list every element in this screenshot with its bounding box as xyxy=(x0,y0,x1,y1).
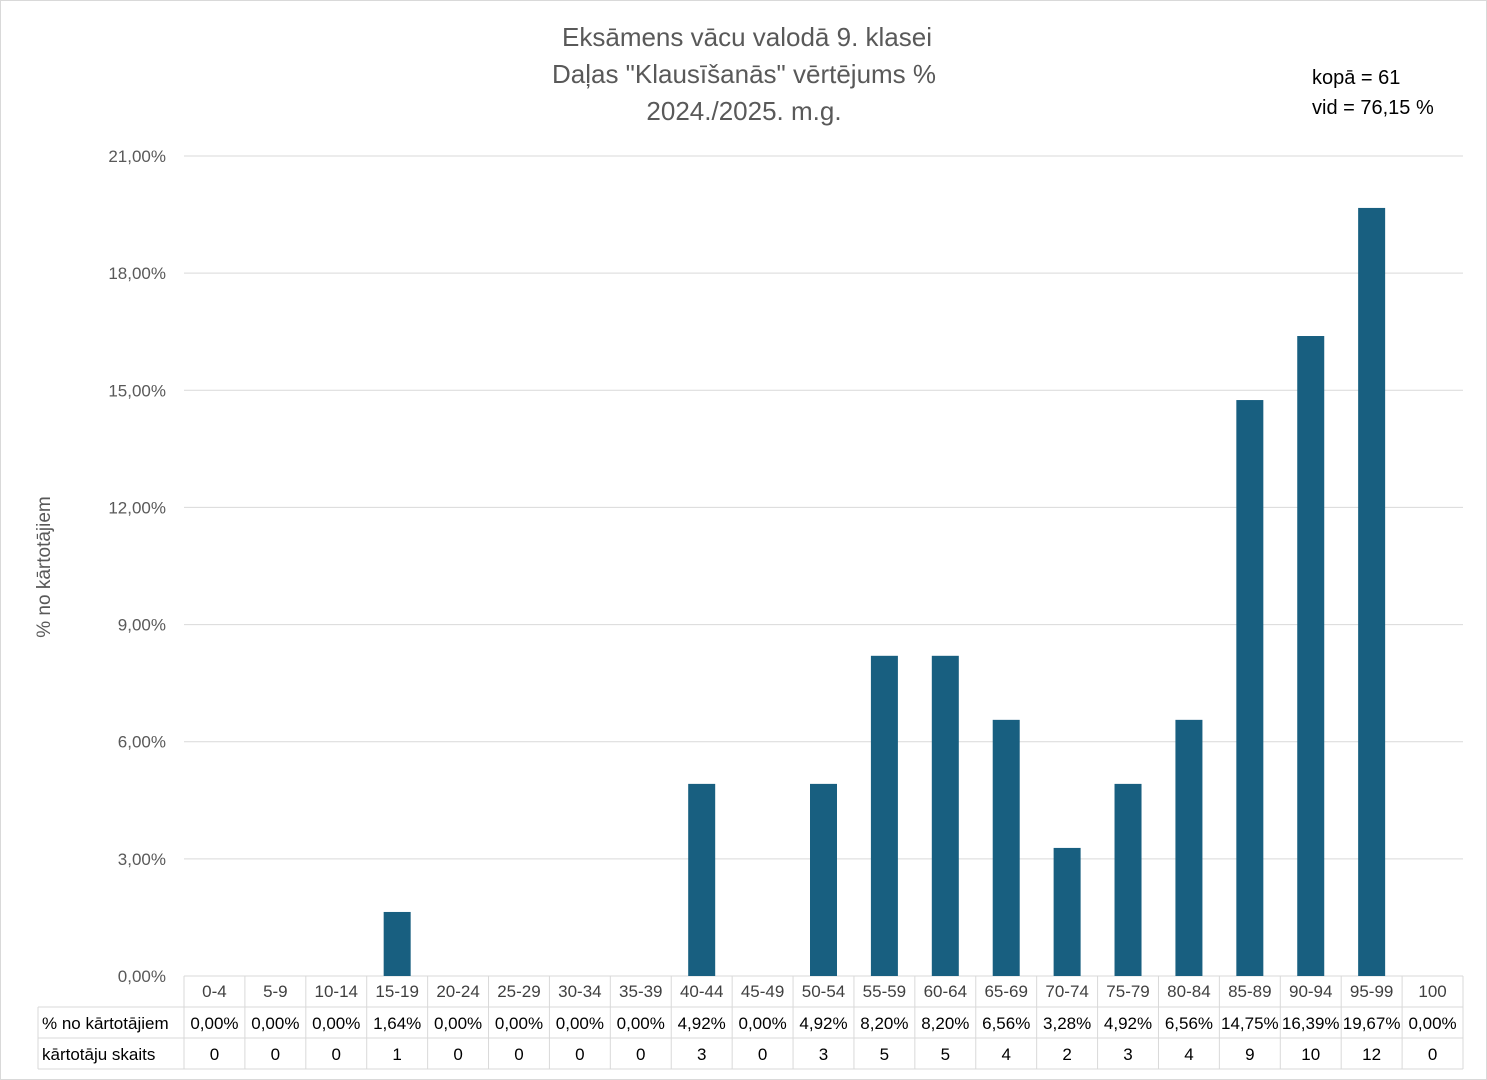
average-annotation: vid = 76,15 % xyxy=(1312,97,1434,119)
y-tick-label: 15,00% xyxy=(108,381,166,400)
table-cell: 4,92% xyxy=(799,1014,847,1033)
table-cell: 3 xyxy=(1123,1045,1132,1064)
category-label: 95-99 xyxy=(1350,982,1393,1001)
table-cell: 2 xyxy=(1062,1045,1071,1064)
table-cell: 8,20% xyxy=(860,1014,908,1033)
table-cell: 9 xyxy=(1245,1045,1254,1064)
chart-title-line-2: Daļas "Klausīšanās" vērtējums % xyxy=(552,59,936,89)
table-cell: 0 xyxy=(332,1045,341,1064)
bar[interactable] xyxy=(810,783,837,976)
table-cell: 12 xyxy=(1362,1045,1381,1064)
category-label: 40-44 xyxy=(680,982,723,1001)
bar[interactable] xyxy=(1297,336,1325,976)
category-label: 75-79 xyxy=(1106,982,1149,1001)
table-cell: 0,00% xyxy=(1408,1014,1456,1033)
y-tick-label: 18,00% xyxy=(108,264,166,283)
bar[interactable] xyxy=(1175,719,1203,976)
category-label: 85-89 xyxy=(1228,982,1271,1001)
bar[interactable] xyxy=(1358,207,1386,976)
table-cell: 19,67% xyxy=(1343,1014,1401,1033)
category-label: 60-64 xyxy=(924,982,967,1001)
y-tick-label: 9,00% xyxy=(118,616,166,635)
table-cell: 4 xyxy=(1001,1045,1010,1064)
table-cell: 4,92% xyxy=(678,1014,726,1033)
table-cell: 0 xyxy=(636,1045,645,1064)
bar[interactable] xyxy=(688,783,716,976)
bar[interactable] xyxy=(1114,783,1142,976)
y-axis-label: % no kārtotājiem xyxy=(34,496,55,638)
table-cell: 6,56% xyxy=(982,1014,1030,1033)
chart-title-line-3: 2024./2025. m.g. xyxy=(646,96,841,126)
table-cell: 0 xyxy=(1428,1045,1437,1064)
category-label: 0-4 xyxy=(202,982,227,1001)
table-cell: 0,00% xyxy=(556,1014,604,1033)
category-label: 20-24 xyxy=(436,982,479,1001)
table-row-label: kārtotāju skaits xyxy=(42,1045,155,1064)
bar[interactable] xyxy=(383,911,411,976)
table-cell: 0 xyxy=(758,1045,767,1064)
table-cell: 0,00% xyxy=(617,1014,665,1033)
table-cell: 0,00% xyxy=(190,1014,238,1033)
table-cell: 14,75% xyxy=(1221,1014,1279,1033)
y-tick-label: 3,00% xyxy=(118,850,166,869)
table-cell: 0,00% xyxy=(251,1014,299,1033)
table-cell: 5 xyxy=(880,1045,889,1064)
y-tick-label: 0,00% xyxy=(118,967,166,986)
category-label: 80-84 xyxy=(1167,982,1210,1001)
category-label: 70-74 xyxy=(1045,982,1088,1001)
category-label: 10-14 xyxy=(315,982,358,1001)
table-cell: 0,00% xyxy=(738,1014,786,1033)
category-label: 25-29 xyxy=(497,982,540,1001)
category-label: 35-39 xyxy=(619,982,662,1001)
chart-title-line-1: Eksāmens vācu valodā 9. klasei xyxy=(562,22,932,52)
category-label: 50-54 xyxy=(802,982,845,1001)
table-cell: 1 xyxy=(392,1045,401,1064)
total-annotation: kopā = 61 xyxy=(1312,67,1400,89)
table-cell: 3 xyxy=(697,1045,706,1064)
table-cell: 1,64% xyxy=(373,1014,421,1033)
table-cell: 0,00% xyxy=(434,1014,482,1033)
category-label: 90-94 xyxy=(1289,982,1332,1001)
table-cell: 0,00% xyxy=(312,1014,360,1033)
table-cell: 3 xyxy=(819,1045,828,1064)
table-cell: 3,28% xyxy=(1043,1014,1091,1033)
category-label: 45-49 xyxy=(741,982,784,1001)
table-cell: 0 xyxy=(210,1045,219,1064)
category-label: 30-34 xyxy=(558,982,601,1001)
category-label: 55-59 xyxy=(863,982,906,1001)
category-label: 100 xyxy=(1418,982,1446,1001)
y-tick-label: 6,00% xyxy=(118,733,166,752)
table-cell: 0 xyxy=(453,1045,462,1064)
table-cell: 10 xyxy=(1301,1045,1320,1064)
table-cell: 8,20% xyxy=(921,1014,969,1033)
bar[interactable] xyxy=(1236,400,1264,976)
bar[interactable] xyxy=(931,655,959,976)
y-tick-label: 12,00% xyxy=(108,498,166,517)
category-label: 15-19 xyxy=(375,982,418,1001)
table-cell: 0 xyxy=(575,1045,584,1064)
category-label: 65-69 xyxy=(984,982,1027,1001)
table-cell: 6,56% xyxy=(1165,1014,1213,1033)
table-cell: 0 xyxy=(514,1045,523,1064)
y-tick-label: 21,00% xyxy=(108,147,166,166)
table-cell: 5 xyxy=(941,1045,950,1064)
table-cell: 0 xyxy=(271,1045,280,1064)
bar[interactable] xyxy=(992,719,1020,976)
table-cell: 4,92% xyxy=(1104,1014,1152,1033)
table-cell: 0,00% xyxy=(495,1014,543,1033)
bar[interactable] xyxy=(870,655,898,976)
bar[interactable] xyxy=(1053,847,1081,976)
table-cell: 16,39% xyxy=(1282,1014,1340,1033)
category-label: 5-9 xyxy=(263,982,288,1001)
table-row-label: % no kārtotājiem xyxy=(42,1014,169,1033)
table-cell: 4 xyxy=(1184,1045,1193,1064)
